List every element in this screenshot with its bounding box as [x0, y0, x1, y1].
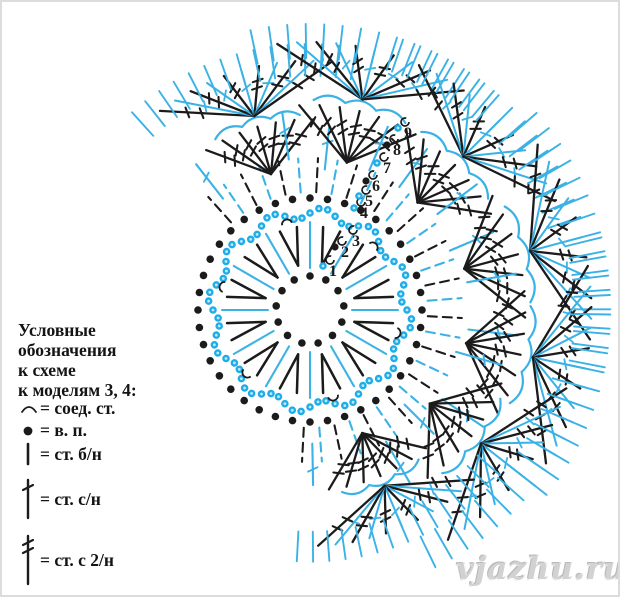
legend: Условные обозначения к схеме к моделям 3… — [18, 320, 198, 586]
legend-title-line: к моделям 3, 4: — [18, 380, 137, 400]
legend-item-slip-stitch: = соед. ст. — [18, 398, 115, 419]
treble-crochet-symbol — [18, 534, 40, 586]
round-number: 3 — [352, 233, 360, 250]
single-crochet-symbol — [18, 442, 40, 466]
round-number: 8 — [393, 142, 401, 159]
round-number: 2 — [341, 244, 349, 261]
legend-item-treble-crochet: = ст. с 2/н — [18, 534, 114, 586]
round-number: 4 — [360, 205, 368, 222]
petal — [384, 350, 591, 569]
round1-chain-ring — [272, 272, 348, 347]
legend-label: = в. п. — [40, 420, 88, 440]
round3-chain-scallops — [204, 204, 416, 416]
legend-label: = ст. с 2/н — [40, 549, 114, 570]
slip-stitch-symbol — [18, 402, 40, 416]
legend-title-line: Условные — [18, 320, 96, 340]
round-number: 6 — [372, 178, 380, 195]
legend-label: = ст. с/н — [40, 488, 101, 509]
round-number: 7 — [383, 160, 391, 177]
legend-label: = ст. б/н — [40, 443, 102, 464]
legend-title: Условные обозначения к схеме к моделям 3… — [18, 320, 198, 400]
round-number: 9 — [404, 125, 412, 142]
legend-title-line: обозначения — [18, 340, 117, 360]
legend-title-line: к схеме — [18, 360, 76, 380]
round4-chain-ring — [194, 194, 426, 426]
petal — [436, 112, 612, 369]
watermark: vjazhu.ru — [456, 551, 620, 587]
double-crochet-symbol — [18, 478, 40, 520]
legend-item-double-crochet: = ст. с/н — [18, 478, 101, 520]
round-number: 1 — [329, 263, 337, 280]
petal — [131, 43, 358, 200]
legend-label: = соед. ст. — [40, 398, 116, 418]
round2-spokes — [220, 220, 400, 400]
petal — [249, 23, 495, 189]
round-number: 5 — [365, 193, 373, 210]
slip-stitch-arcs — [218, 218, 402, 402]
chain-stitch-symbol — [18, 424, 40, 438]
legend-item-chain: = в. п. — [18, 420, 87, 441]
petal-stem-rays — [207, 157, 463, 463]
petal — [295, 403, 501, 563]
legend-item-single-crochet: = ст. б/н — [18, 442, 102, 466]
